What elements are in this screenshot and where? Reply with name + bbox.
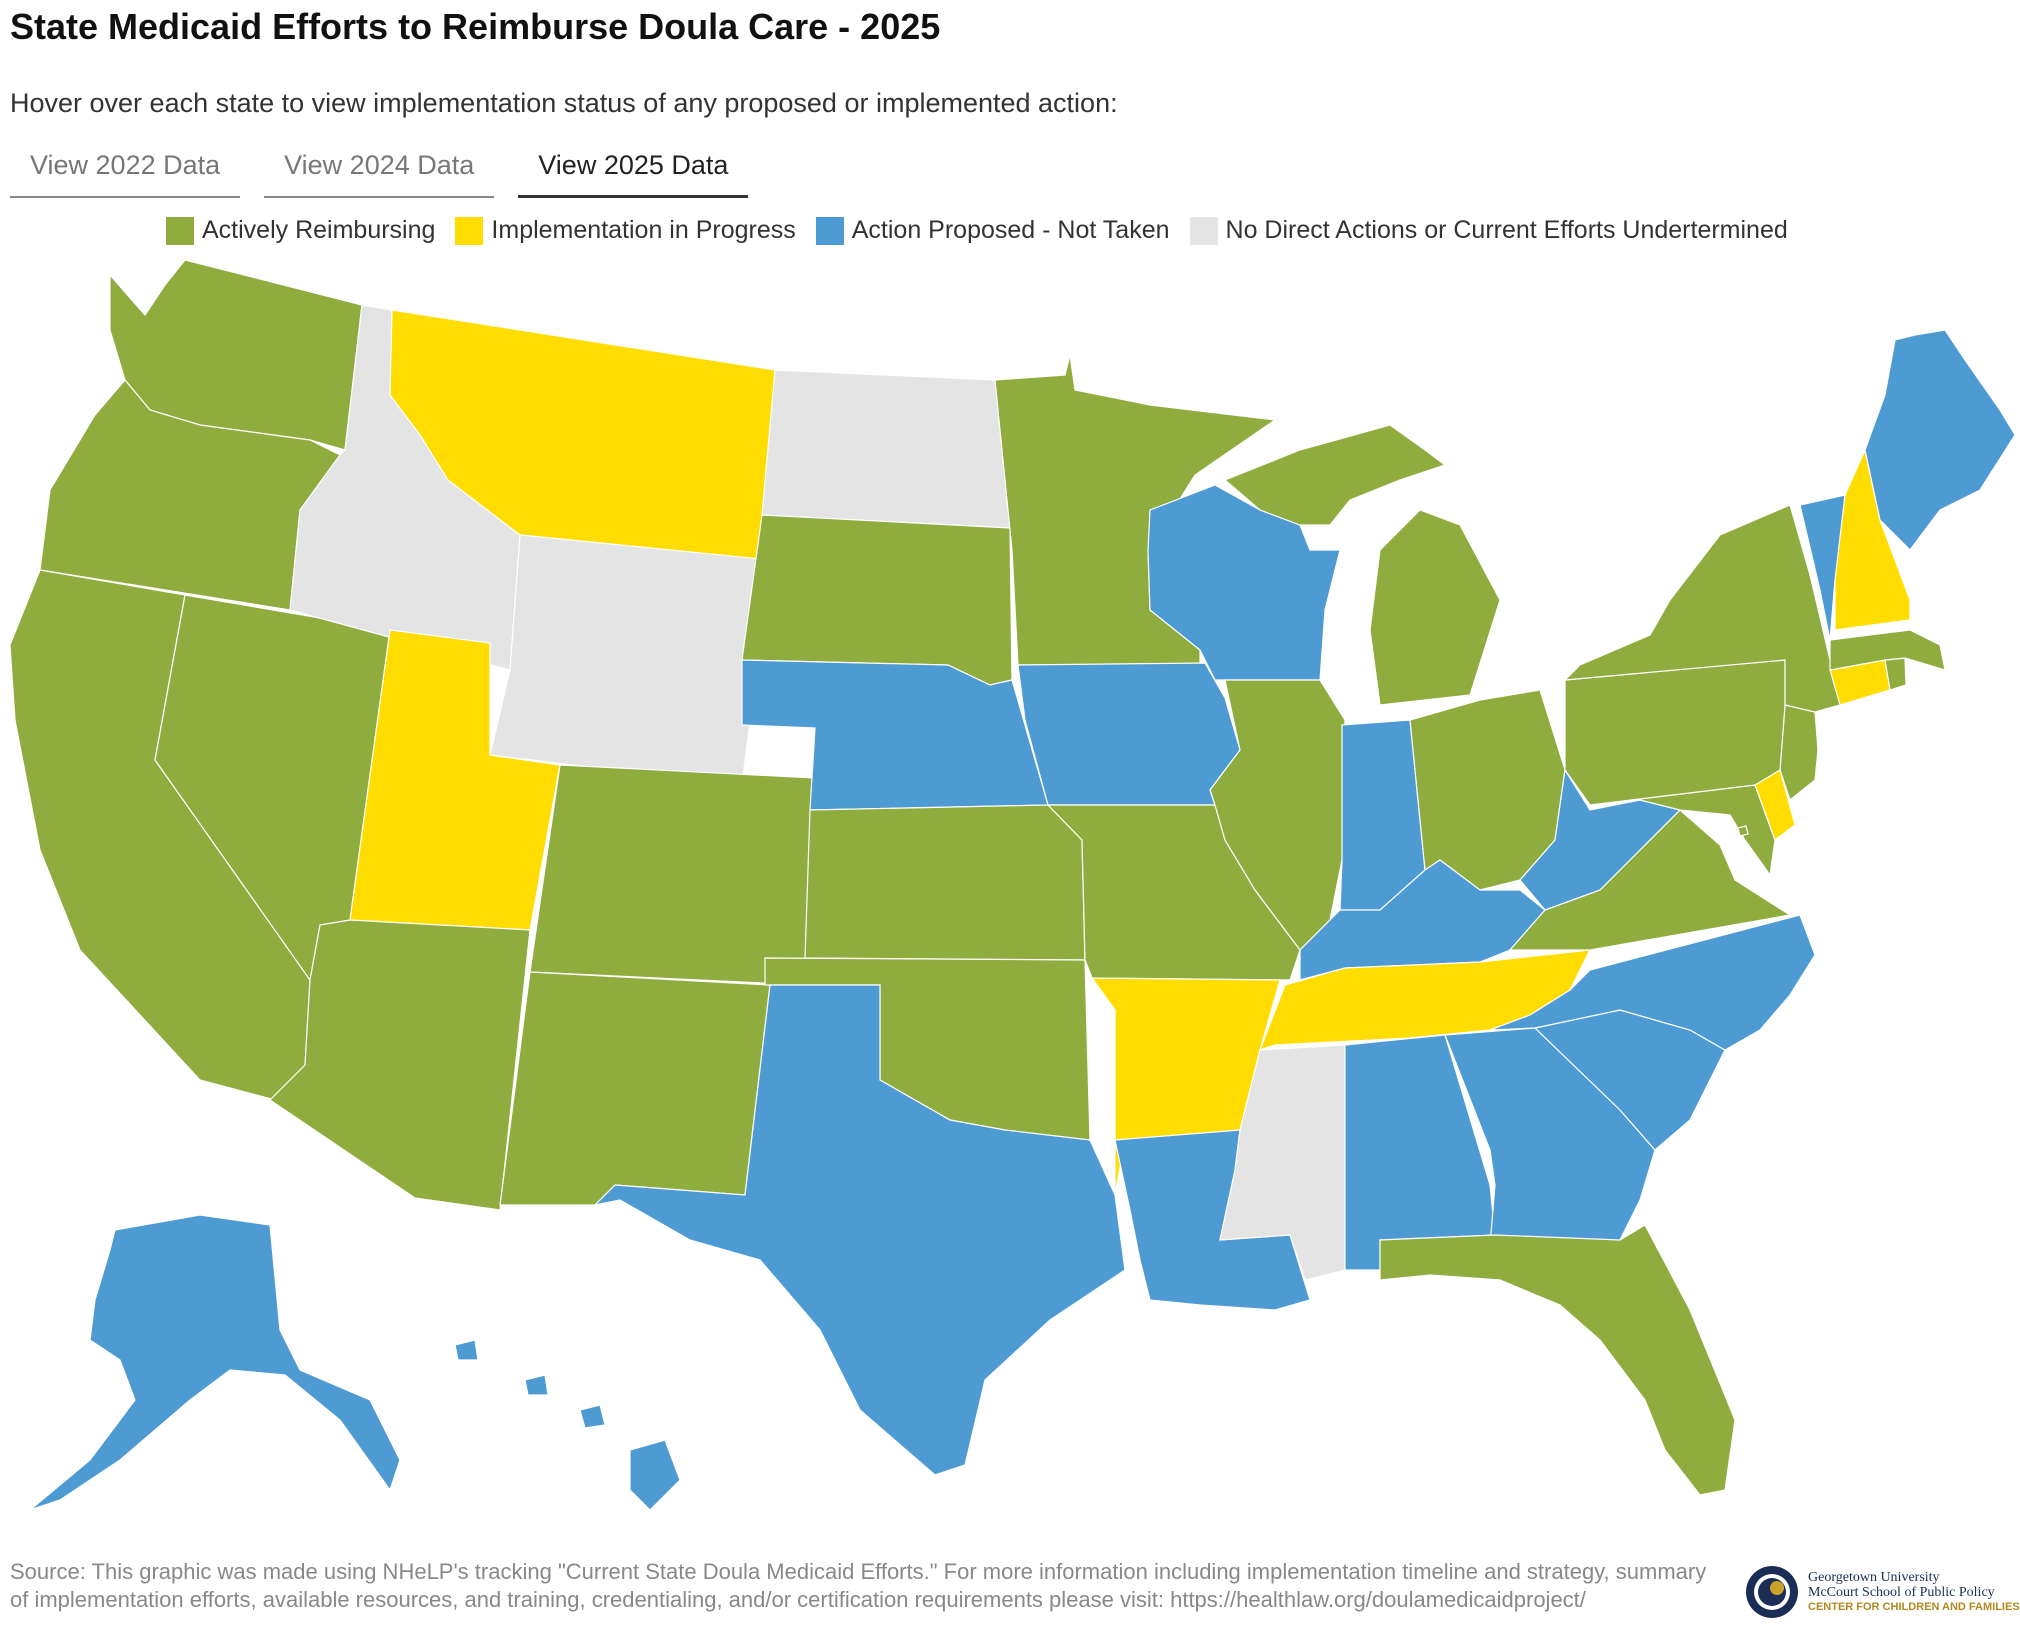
state-wa[interactable]: [109, 259, 363, 451]
state-ak[interactable]: [29, 1214, 401, 1511]
legend-label-none: No Direct Actions or Current Efforts Und…: [1225, 216, 1788, 244]
logo-line1: Georgetown University: [1808, 1569, 1940, 1585]
legend-swatch-none: [1189, 216, 1218, 245]
us-states-map: [9, 259, 2016, 1511]
legend-label-progress: Implementation in Progress: [491, 216, 796, 244]
state-mi[interactable]: [1223, 424, 1501, 706]
state-me[interactable]: [1864, 329, 2016, 551]
legend-swatch-active: [166, 216, 194, 245]
state-pa[interactable]: [1564, 659, 1786, 806]
legend-label-proposed: Action Proposed - Not Taken: [851, 216, 1170, 244]
state-ks[interactable]: [804, 804, 1086, 961]
tab-2025[interactable]: View 2025 Data: [518, 146, 749, 198]
legend-item-progress: Implementation in Progress: [455, 216, 796, 245]
tab-2022[interactable]: View 2022 Data: [10, 146, 241, 198]
state-dc[interactable]: [1737, 825, 1749, 837]
state-ma[interactable]: [1829, 629, 1946, 671]
logo-line2: McCourt School of Public Policy: [1808, 1584, 1995, 1600]
legend-swatch-proposed: [815, 216, 844, 245]
state-nj[interactable]: [1779, 704, 1819, 802]
legend: Actively Reimbursing Implementation in P…: [166, 216, 1808, 245]
state-co[interactable]: [529, 764, 816, 986]
state-fl[interactable]: [1379, 1224, 1736, 1496]
page-title: State Medicaid Efforts to Reimburse Doul…: [10, 6, 941, 47]
legend-item-active: Actively Reimbursing: [166, 216, 435, 245]
georgetown-logo: Georgetown University McCourt School of …: [1744, 1564, 2020, 1620]
state-az[interactable]: [269, 919, 531, 1211]
legend-item-proposed: Action Proposed - Not Taken: [815, 216, 1170, 245]
legend-swatch-progress: [455, 216, 484, 245]
state-il[interactable]: [1209, 679, 1346, 951]
logo-text: Georgetown University McCourt School of …: [1808, 1570, 2020, 1615]
page-subtitle: Hover over each state to view implementa…: [10, 88, 1118, 118]
state-nm[interactable]: [499, 971, 771, 1206]
state-ia[interactable]: [1017, 662, 1241, 806]
legend-item-none: No Direct Actions or Current Efforts Und…: [1189, 216, 1788, 245]
state-wy[interactable]: [489, 534, 771, 786]
state-hi[interactable]: [454, 1339, 681, 1511]
state-sd[interactable]: [741, 514, 1013, 686]
legend-label-active: Actively Reimbursing: [202, 216, 436, 244]
source-note: Source: This graphic was made using NHeL…: [10, 1559, 1707, 1612]
tab-2024[interactable]: View 2024 Data: [264, 146, 495, 198]
state-tx[interactable]: [593, 984, 1126, 1476]
logo-emblem-icon: [1746, 1566, 1798, 1618]
state-nd[interactable]: [761, 369, 1011, 529]
state-nc[interactable]: [1489, 914, 1816, 1051]
year-tabs: View 2022 Data View 2024 Data View 2025 …: [10, 146, 749, 198]
logo-line3: CENTER FOR CHILDREN AND FAMILIES: [1808, 1600, 2020, 1613]
